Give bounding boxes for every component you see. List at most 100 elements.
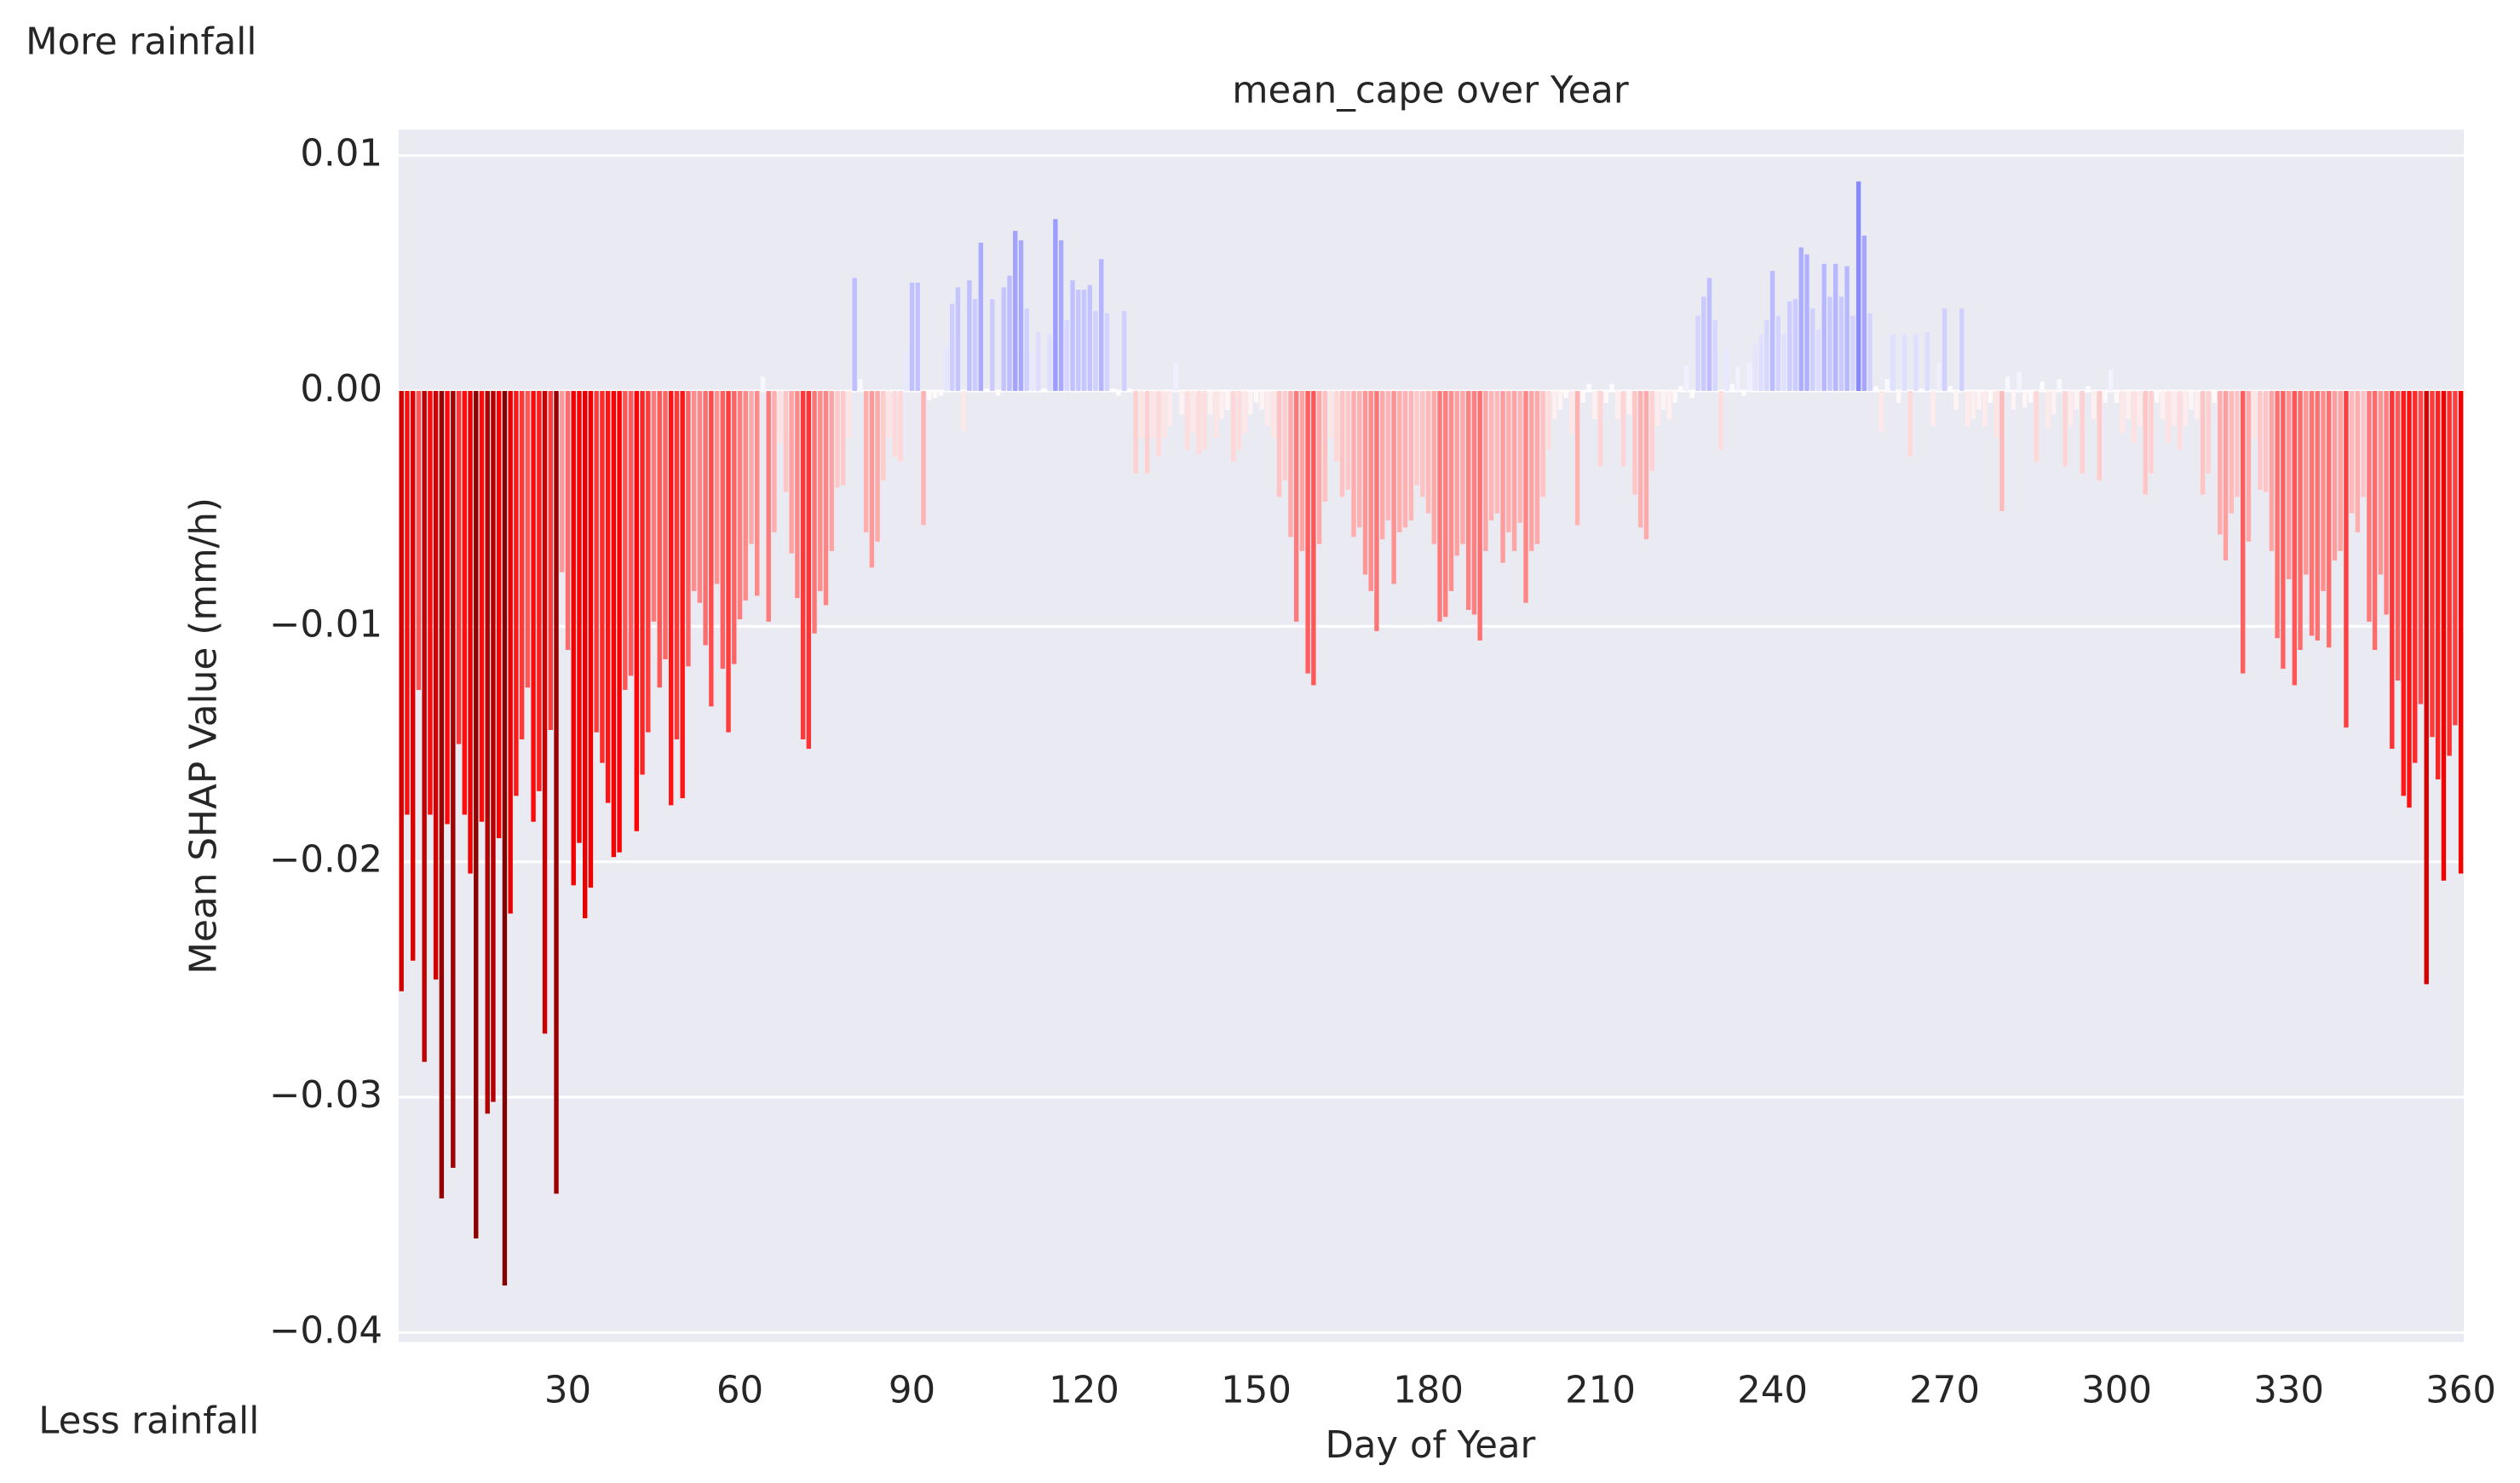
- bar: [1592, 390, 1597, 420]
- bar: [1976, 390, 1982, 411]
- bar: [1334, 390, 1339, 462]
- bar: [1408, 390, 1414, 520]
- bar: [1093, 311, 1098, 391]
- bar: [1437, 390, 1442, 622]
- bar: [1454, 390, 1459, 556]
- bar: [978, 242, 984, 391]
- bar: [1603, 390, 1608, 403]
- bar: [2338, 390, 2343, 551]
- bar: [1076, 290, 1081, 391]
- bar: [1322, 390, 1328, 502]
- bar: [2195, 390, 2200, 420]
- bar: [2286, 390, 2292, 580]
- bar: [972, 299, 978, 391]
- bar: [789, 390, 794, 554]
- bar: [1838, 296, 1844, 391]
- bar: [2103, 390, 2108, 403]
- bar: [2160, 390, 2166, 420]
- bar: [938, 390, 943, 396]
- bar: [1144, 390, 1150, 474]
- x-tick-label: 270: [1909, 1369, 1980, 1411]
- bar: [720, 390, 725, 670]
- bar: [405, 390, 410, 815]
- x-tick-label: 180: [1393, 1369, 1464, 1411]
- bar: [1311, 390, 1316, 686]
- bar: [2241, 390, 2246, 674]
- bar: [2447, 390, 2452, 756]
- bar: [2407, 390, 2412, 808]
- bar: [2109, 370, 2114, 391]
- bar: [1385, 390, 1391, 520]
- bar: [2097, 390, 2103, 480]
- bar: [1792, 299, 1798, 391]
- bar: [1706, 278, 1712, 391]
- bar: [1660, 390, 1666, 411]
- bar: [1574, 390, 1580, 526]
- bar: [1265, 390, 1270, 427]
- bar: [944, 346, 949, 391]
- annotation: Less rainfall: [38, 1400, 259, 1442]
- bar: [2390, 390, 2395, 750]
- bar: [2332, 390, 2338, 560]
- bar: [709, 390, 714, 707]
- bar: [829, 390, 834, 551]
- bar: [1018, 240, 1024, 391]
- bar: [2355, 390, 2361, 532]
- bar: [1557, 390, 1563, 411]
- bar: [2183, 390, 2189, 427]
- x-tick-label: 150: [1221, 1369, 1292, 1411]
- y-tick-label: −0.02: [269, 839, 383, 882]
- bar: [1116, 390, 1121, 396]
- bar: [1328, 390, 1333, 439]
- bar: [1465, 390, 1471, 610]
- bar: [1494, 390, 1500, 514]
- bar: [932, 390, 938, 399]
- bar: [2430, 390, 2435, 738]
- bar: [416, 390, 422, 690]
- bar: [1150, 390, 1156, 439]
- bar: [2378, 390, 2384, 575]
- bar: [1047, 334, 1052, 391]
- bar: [1081, 290, 1087, 391]
- bar: [869, 390, 875, 568]
- bar: [1374, 390, 1379, 631]
- bar: [548, 390, 553, 730]
- bar: [892, 390, 898, 457]
- bar: [1695, 315, 1700, 391]
- bar: [1678, 386, 1683, 391]
- bar: [560, 390, 565, 572]
- bar: [1701, 296, 1706, 391]
- x-tick-label: 240: [1737, 1369, 1808, 1411]
- bar: [456, 390, 462, 744]
- bar: [1821, 263, 1827, 391]
- bar: [1563, 390, 1568, 399]
- bar: [1913, 334, 1919, 391]
- bar: [1729, 383, 1735, 391]
- bar: [1511, 390, 1517, 551]
- bar: [2275, 390, 2280, 639]
- bar: [640, 390, 645, 775]
- x-tick-label: 60: [716, 1369, 763, 1411]
- bar: [881, 390, 886, 480]
- bar: [1551, 390, 1557, 420]
- bar: [2120, 390, 2126, 434]
- bar: [886, 390, 892, 439]
- bar: [582, 390, 588, 919]
- bar: [2086, 386, 2091, 391]
- bar: [1999, 390, 2005, 511]
- bar: [1775, 315, 1781, 391]
- bar: [984, 388, 989, 391]
- bar: [468, 390, 473, 874]
- bar: [858, 379, 863, 391]
- bar: [1925, 331, 1930, 391]
- bar: [921, 390, 926, 526]
- bar: [812, 390, 817, 634]
- bar: [646, 390, 651, 733]
- bar: [1471, 390, 1477, 615]
- bar: [1041, 388, 1047, 391]
- bar: [451, 390, 456, 1168]
- bar: [2304, 390, 2309, 575]
- bar: [691, 390, 697, 591]
- bar: [1741, 390, 1746, 396]
- bar: [1248, 390, 1253, 415]
